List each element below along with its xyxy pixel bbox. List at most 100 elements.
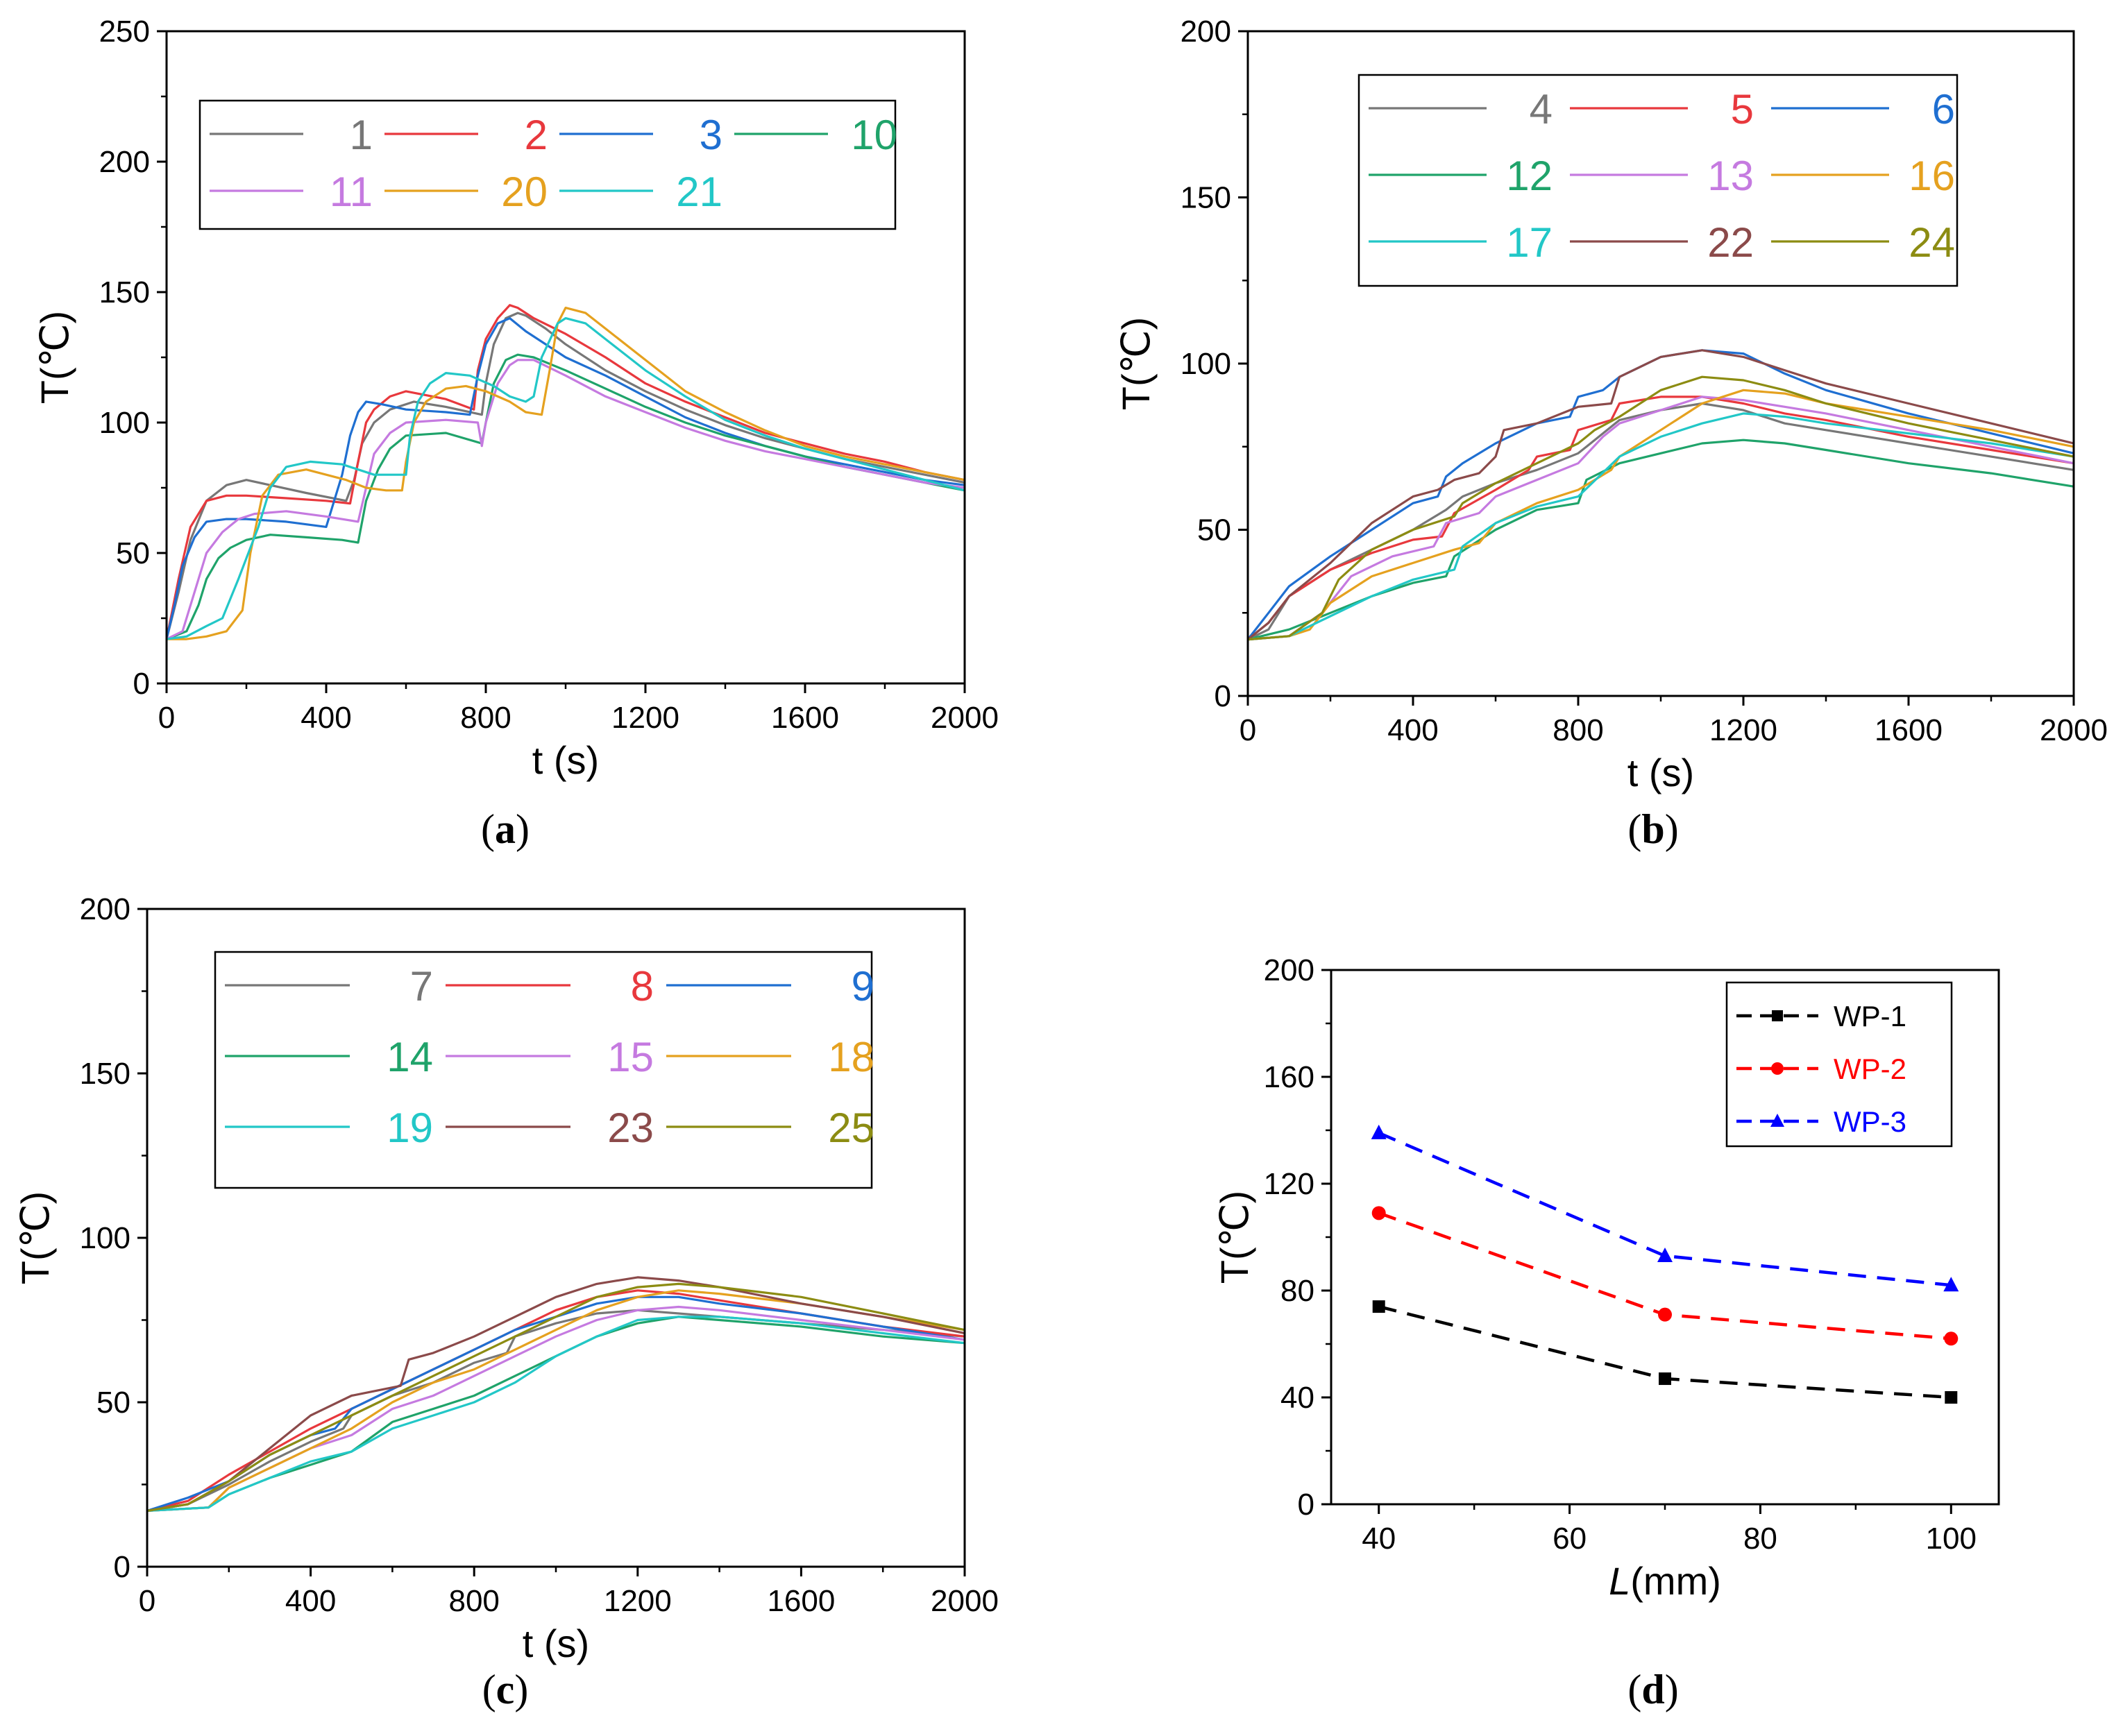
- x-tick-label: 1200: [611, 701, 679, 735]
- panel-label-c: (c): [482, 1667, 529, 1712]
- x-axis-title-unit: (mm): [1630, 1559, 1721, 1603]
- y-tick-label: 50: [116, 536, 150, 570]
- panel-a: 0 400 800 1200 1600 2000 0 50 100 150 200 250 t (s) T…: [33, 15, 999, 852]
- legend-label-1: 1: [350, 112, 373, 158]
- point-WP-2-1: [1658, 1307, 1672, 1322]
- plot-area: [146, 1276, 965, 1512]
- y-tick-label: 80: [1280, 1274, 1314, 1308]
- panel-b: 0 400 800 1200 1600 2000 0 50 100 150 200 t (s) T(℃)…: [1114, 15, 2108, 852]
- point-WP-2-2: [1944, 1331, 1959, 1346]
- x-tick-label: 1600: [767, 1584, 835, 1618]
- series-line-23: [146, 1276, 965, 1512]
- y-tick-label: 200: [80, 892, 130, 926]
- series-line-1: [165, 312, 965, 640]
- legend: WP-1 WP-2 WP-3: [1725, 981, 1953, 1148]
- x-tick-label: 2000: [2040, 713, 2108, 747]
- panel-label-a: (a): [481, 806, 530, 852]
- legend-label-16: 16: [1909, 153, 1955, 199]
- x-axis-title: t (s): [532, 738, 599, 782]
- x-tick-label: 0: [1240, 713, 1256, 747]
- legend-label-12: 12: [1506, 153, 1553, 199]
- legend-label-WP-3: WP-3: [1834, 1105, 1906, 1138]
- panel-c: 0 400 800 1200 1600 2000 0 50 100 150 200 t (s) T(℃)…: [13, 892, 999, 1712]
- x-tick-label: 1200: [1709, 713, 1777, 747]
- y-axis-title: T(℃): [33, 311, 76, 404]
- x-tick-label: 40: [1362, 1522, 1396, 1556]
- legend-label-14: 14: [387, 1034, 433, 1080]
- legend-box: [214, 951, 873, 1189]
- legend-label-2: 2: [525, 112, 548, 158]
- y-axis-title: T(℃): [13, 1191, 57, 1284]
- legend-box: [1357, 74, 1959, 287]
- x-tick-label: 1200: [604, 1584, 672, 1618]
- y-tick-label: 250: [99, 15, 150, 49]
- series-line-2: [165, 304, 965, 640]
- legend-label-17: 17: [1506, 219, 1553, 266]
- legend-label-23: 23: [607, 1105, 654, 1151]
- plot-area: [1246, 349, 2074, 641]
- x-tick-label: 2000: [931, 701, 999, 735]
- point-WP-2-0: [1371, 1206, 1386, 1220]
- series-line-WP-3: [1378, 1131, 1952, 1287]
- plot-area: [165, 304, 965, 640]
- legend-box: [1725, 981, 1953, 1148]
- legend-marker-WP-2: [1771, 1062, 1784, 1075]
- x-axis-title-italic: L: [1609, 1559, 1630, 1603]
- series-line-15: [146, 1305, 965, 1512]
- y-tick-label: 40: [1280, 1381, 1314, 1415]
- legend-label-WP-1: WP-1: [1834, 1000, 1906, 1032]
- series-line-25: [146, 1282, 965, 1512]
- legend: 7 8 9 14 15 18 19 23 25: [214, 951, 874, 1189]
- legend-label-20: 20: [501, 169, 548, 215]
- series-line-10: [166, 353, 965, 640]
- legend-label-15: 15: [607, 1034, 654, 1080]
- x-tick-label: 800: [460, 701, 511, 735]
- y-tick-label: 0: [114, 1550, 130, 1584]
- x-tick-label: 800: [1553, 713, 1603, 747]
- panel-label-b: (b): [1627, 806, 1678, 852]
- series-line-6: [1246, 349, 2074, 640]
- series-line-14: [146, 1316, 965, 1512]
- y-tick-label: 100: [80, 1221, 130, 1255]
- legend-label-24: 24: [1909, 219, 1955, 266]
- y-tick-label: 50: [96, 1386, 130, 1420]
- legend-label-WP-2: WP-2: [1834, 1053, 1906, 1085]
- y-tick-label: 100: [99, 406, 150, 440]
- legend-label-8: 8: [631, 963, 654, 1010]
- x-tick-label: 60: [1553, 1522, 1587, 1556]
- x-axis-title: t (s): [523, 1622, 589, 1665]
- legend-label-7: 7: [410, 963, 433, 1010]
- y-tick-label: 150: [99, 275, 150, 309]
- x-tick-label: 2000: [931, 1584, 999, 1618]
- legend-box: [198, 99, 897, 230]
- panel-label-d: (d): [1627, 1667, 1678, 1712]
- point-WP-1-0: [1372, 1300, 1385, 1313]
- legend-marker-WP-3: [1770, 1114, 1784, 1127]
- y-tick-label: 150: [80, 1057, 130, 1091]
- series-line-17: [1247, 412, 2074, 641]
- legend-label-9: 9: [852, 963, 874, 1010]
- x-axis-title: t (s): [1627, 751, 1694, 794]
- legend-label-3: 3: [700, 112, 722, 158]
- series-line-22: [1246, 349, 2074, 640]
- y-tick-label: 200: [1181, 15, 1231, 49]
- x-tick-label: 400: [301, 701, 351, 735]
- series-line-21: [166, 317, 965, 640]
- y-axis-title: T(℃): [1114, 317, 1158, 410]
- y-tick-label: 100: [1181, 347, 1231, 381]
- point-WP-1-2: [1945, 1391, 1958, 1404]
- legend-label-18: 18: [828, 1034, 874, 1080]
- legend: 1 2 3 10 11 20 21: [198, 99, 897, 230]
- series-line-24: [1247, 375, 2074, 641]
- legend-label-19: 19: [387, 1105, 433, 1151]
- x-tick-label: 100: [1926, 1522, 1977, 1556]
- x-tick-label: 400: [285, 1584, 336, 1618]
- legend-label-6: 6: [1932, 86, 1955, 133]
- x-tick-label: 800: [448, 1584, 499, 1618]
- y-axis-title: T(℃): [1212, 1191, 1256, 1284]
- series-line-13: [1247, 395, 2074, 641]
- legend: 4 5 6 12 13 16 17 22 24: [1357, 74, 1959, 287]
- series-line-7: [146, 1309, 965, 1512]
- series-line-19: [146, 1316, 965, 1512]
